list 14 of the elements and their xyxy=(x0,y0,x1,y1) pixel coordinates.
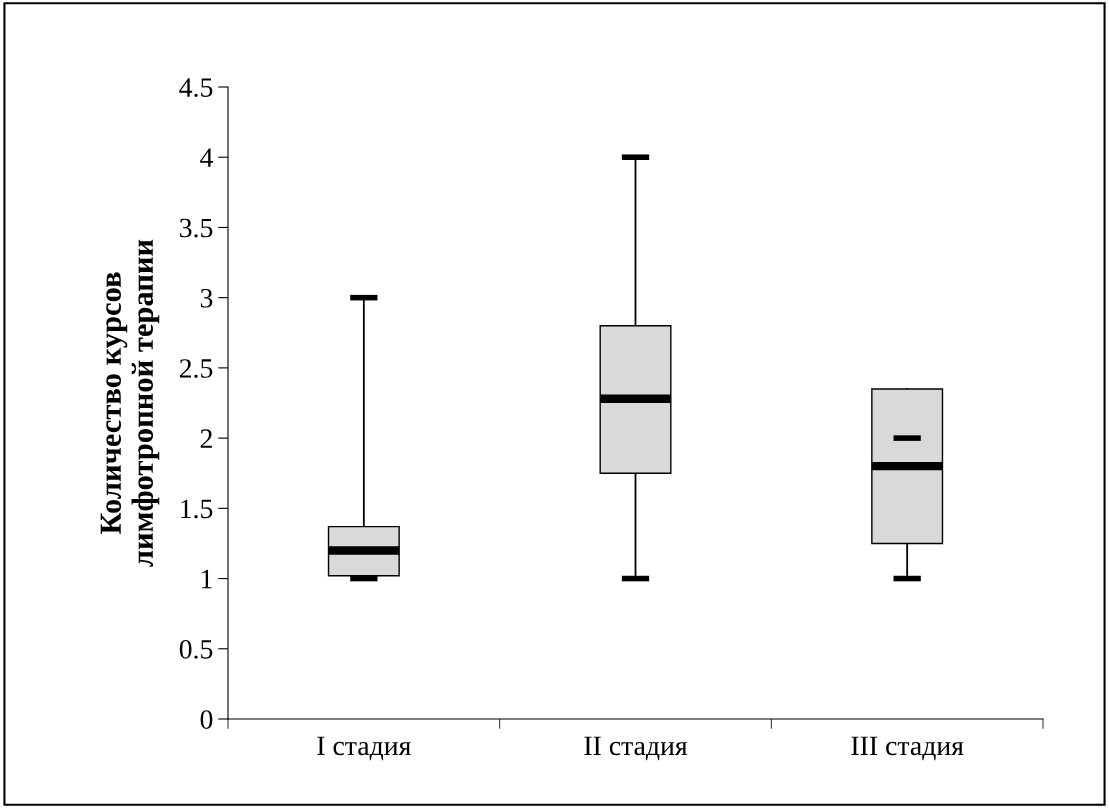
x-tick-label: III стадия xyxy=(851,736,964,761)
y-axis-title: Количество курсов лимфотропной терапии xyxy=(100,239,160,567)
y-tick-label: 1 xyxy=(201,569,212,589)
y-tick-label: 1.5 xyxy=(181,499,213,519)
y-tick-label: 2.5 xyxy=(179,359,213,378)
y-tick-label: 3 xyxy=(200,288,213,308)
y-tick-label: 2 xyxy=(200,429,212,448)
y-tick-label: 0 xyxy=(200,710,213,729)
y-tick-label: 3.5 xyxy=(180,218,213,238)
x-tick-label: II стадия xyxy=(584,736,688,761)
x-tick-label: I стадия xyxy=(317,736,411,761)
y-tick-label: 4 xyxy=(200,148,213,167)
y-tick-label: 0.5 xyxy=(179,639,213,659)
y-tick-label: 4.5 xyxy=(179,78,213,98)
